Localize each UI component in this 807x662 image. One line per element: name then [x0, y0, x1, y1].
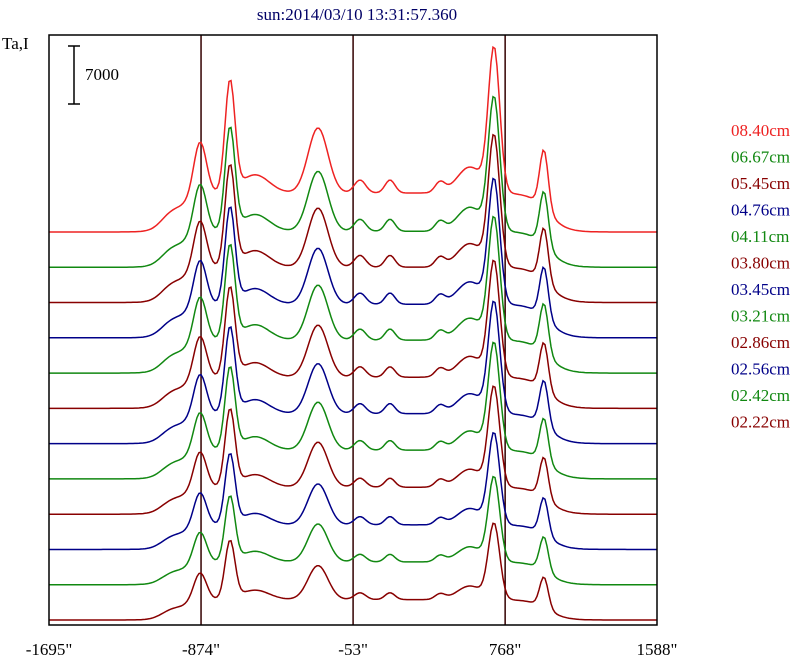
series-line-08.40cm [49, 45, 657, 233]
series-line-06.67cm [49, 95, 657, 269]
chart-title: sun:2014/03/10 13:31:57.360 [257, 5, 457, 24]
series-line-04.76cm [49, 177, 657, 339]
vertical-reference-lines [200, 35, 506, 625]
scale-bar-label: 7000 [85, 65, 119, 84]
plot-frame [48, 34, 658, 626]
legend-item: 02.42cm [731, 386, 790, 405]
series-line-02.42cm [49, 475, 657, 586]
legend-item: 02.86cm [731, 333, 790, 352]
x-tick-label: 1588" [637, 640, 678, 659]
legend-item: 06.67cm [731, 148, 790, 167]
series-line-04.11cm [49, 215, 657, 374]
x-tick-label: -1695" [26, 640, 73, 659]
y-axis-label: Ta,I [2, 34, 29, 53]
legend-item: 03.80cm [731, 254, 790, 273]
legend-item: 04.11cm [731, 227, 789, 246]
x-tick-label: -53" [338, 640, 368, 659]
legend-item: 04.76cm [731, 201, 790, 220]
series-line-03.80cm [49, 259, 657, 410]
x-axis-ticks: -1695" -874" -53" 768" 1588" [26, 640, 678, 659]
legend-item: 08.40cm [731, 121, 790, 140]
series-line-03.21cm [49, 341, 657, 480]
series-line-02.22cm [49, 522, 657, 621]
x-tick-label: -874" [182, 640, 220, 659]
scale-bar: 7000 [68, 45, 119, 105]
series-line-05.45cm [49, 133, 657, 304]
series-line-02.86cm [49, 385, 657, 515]
legend: 08.40cm 06.67cm 05.45cm 04.76cm 04.11cm 03.80… [731, 121, 790, 432]
spectrum-curves [49, 45, 657, 621]
legend-item: 03.45cm [731, 280, 790, 299]
series-line-03.45cm [49, 300, 657, 445]
series-line-02.56cm [49, 431, 657, 551]
x-tick-label: 768" [489, 640, 521, 659]
legend-item: 02.22cm [731, 413, 790, 432]
legend-item: 02.56cm [731, 360, 790, 379]
legend-item: 05.45cm [731, 174, 790, 193]
legend-item: 03.21cm [731, 307, 790, 326]
